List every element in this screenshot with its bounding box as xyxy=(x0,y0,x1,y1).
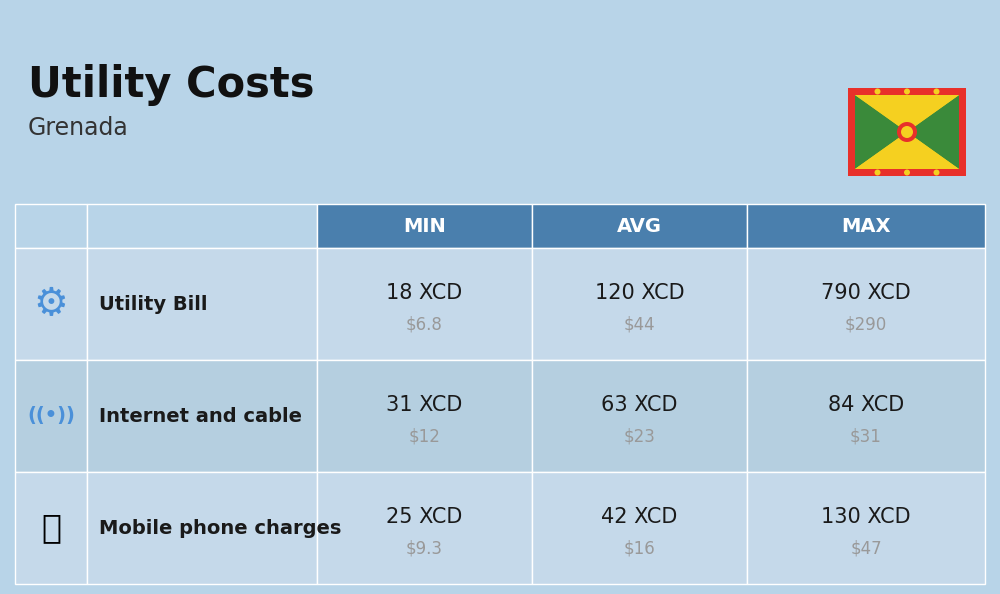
Circle shape xyxy=(904,169,910,175)
Polygon shape xyxy=(855,95,907,169)
FancyBboxPatch shape xyxy=(848,88,966,176)
FancyBboxPatch shape xyxy=(747,360,985,472)
Polygon shape xyxy=(855,132,959,169)
Text: 84 XCD: 84 XCD xyxy=(828,395,904,415)
Text: 31 XCD: 31 XCD xyxy=(386,395,463,415)
Text: $12: $12 xyxy=(409,427,440,445)
FancyBboxPatch shape xyxy=(532,472,747,584)
Text: AVG: AVG xyxy=(617,216,662,235)
FancyBboxPatch shape xyxy=(15,248,87,360)
Text: $290: $290 xyxy=(845,315,887,333)
FancyBboxPatch shape xyxy=(15,472,87,584)
Text: 120 XCD: 120 XCD xyxy=(595,283,684,303)
Text: ⚙: ⚙ xyxy=(34,285,68,323)
FancyBboxPatch shape xyxy=(15,360,87,472)
Text: Utility Costs: Utility Costs xyxy=(28,64,314,106)
Text: MIN: MIN xyxy=(403,216,446,235)
Text: $9.3: $9.3 xyxy=(406,539,443,557)
FancyBboxPatch shape xyxy=(532,360,747,472)
Text: $44: $44 xyxy=(624,315,655,333)
Text: MAX: MAX xyxy=(841,216,891,235)
FancyBboxPatch shape xyxy=(747,248,985,360)
Text: $47: $47 xyxy=(850,539,882,557)
Text: Mobile phone charges: Mobile phone charges xyxy=(99,519,341,538)
FancyBboxPatch shape xyxy=(87,248,317,360)
FancyBboxPatch shape xyxy=(317,472,532,584)
Text: Utility Bill: Utility Bill xyxy=(99,295,208,314)
Circle shape xyxy=(934,169,940,175)
FancyBboxPatch shape xyxy=(87,360,317,472)
Text: ((•)): ((•)) xyxy=(27,406,75,425)
FancyBboxPatch shape xyxy=(87,204,317,248)
FancyBboxPatch shape xyxy=(532,204,747,248)
Circle shape xyxy=(901,126,913,138)
FancyBboxPatch shape xyxy=(747,472,985,584)
Text: Internet and cable: Internet and cable xyxy=(99,406,302,425)
FancyBboxPatch shape xyxy=(855,95,959,169)
Text: $6.8: $6.8 xyxy=(406,315,443,333)
Text: $23: $23 xyxy=(624,427,655,445)
Polygon shape xyxy=(855,95,959,132)
FancyBboxPatch shape xyxy=(747,204,985,248)
FancyBboxPatch shape xyxy=(15,204,87,248)
Text: 18 XCD: 18 XCD xyxy=(386,283,463,303)
Text: $16: $16 xyxy=(624,539,655,557)
Circle shape xyxy=(874,89,881,94)
FancyBboxPatch shape xyxy=(532,248,747,360)
Circle shape xyxy=(874,169,881,175)
Text: 25 XCD: 25 XCD xyxy=(386,507,463,527)
Text: 790 XCD: 790 XCD xyxy=(821,283,911,303)
Circle shape xyxy=(904,89,910,94)
Text: 42 XCD: 42 XCD xyxy=(601,507,678,527)
Circle shape xyxy=(897,122,917,142)
Text: 63 XCD: 63 XCD xyxy=(601,395,678,415)
Circle shape xyxy=(934,89,940,94)
Text: 📱: 📱 xyxy=(41,511,61,545)
Text: 130 XCD: 130 XCD xyxy=(821,507,911,527)
FancyBboxPatch shape xyxy=(87,472,317,584)
FancyBboxPatch shape xyxy=(317,204,532,248)
FancyBboxPatch shape xyxy=(317,360,532,472)
Text: Grenada: Grenada xyxy=(28,116,129,140)
Text: $31: $31 xyxy=(850,427,882,445)
Polygon shape xyxy=(907,95,959,169)
FancyBboxPatch shape xyxy=(317,248,532,360)
